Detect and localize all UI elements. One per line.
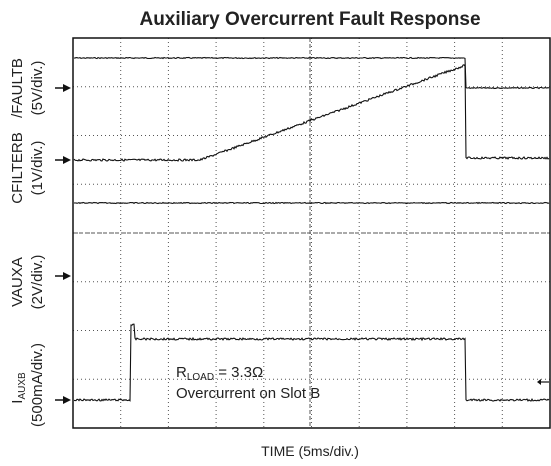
channel-scale: (5V/div.) (29, 61, 46, 116)
markers (55, 84, 549, 404)
channel-name: CFILTERB (9, 132, 26, 203)
channel-name: VAUXA (9, 257, 26, 307)
grid (73, 38, 550, 428)
cfilterb-trace (73, 64, 550, 162)
name-sub: AUXB (17, 372, 28, 400)
ann-rest: = 3.3Ω (214, 364, 263, 381)
faultb-trace (73, 56, 550, 90)
plot-frame (72, 37, 551, 429)
annotation-line2: Overcurrent on Slot B (176, 385, 320, 402)
channel-scale: (500mA/div.) (29, 343, 46, 427)
ann-base: R (176, 364, 187, 381)
channel-scale: (1V/div.) (29, 141, 46, 196)
iauxb-trace (73, 323, 550, 402)
title: Auxiliary Overcurrent Fault Response (139, 9, 480, 30)
ann-sub: LOAD (187, 372, 214, 383)
channel-name: IAUXB (9, 372, 28, 404)
vauxa-trace (73, 201, 550, 205)
x-axis-label: TIME (5ms/div.) (261, 443, 359, 459)
channel-scale: (2V/div.) (29, 255, 46, 310)
traces (73, 56, 550, 402)
name-base: I (9, 400, 26, 404)
annotation-line1: RLOAD = 3.3Ω (176, 364, 263, 383)
channel-name: /FAULTB (9, 58, 26, 118)
